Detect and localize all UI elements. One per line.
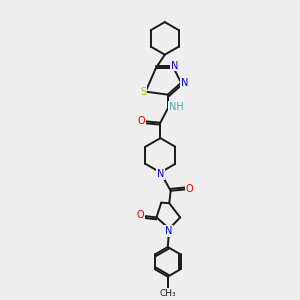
Text: N: N <box>171 61 178 70</box>
Text: N: N <box>181 78 188 88</box>
Text: O: O <box>137 210 144 220</box>
Text: S: S <box>140 87 146 97</box>
Text: N: N <box>165 226 172 236</box>
Text: CH₃: CH₃ <box>159 289 176 298</box>
Text: NH: NH <box>169 102 183 112</box>
Text: O: O <box>186 184 194 194</box>
Text: N: N <box>157 169 164 179</box>
Text: O: O <box>137 116 145 126</box>
